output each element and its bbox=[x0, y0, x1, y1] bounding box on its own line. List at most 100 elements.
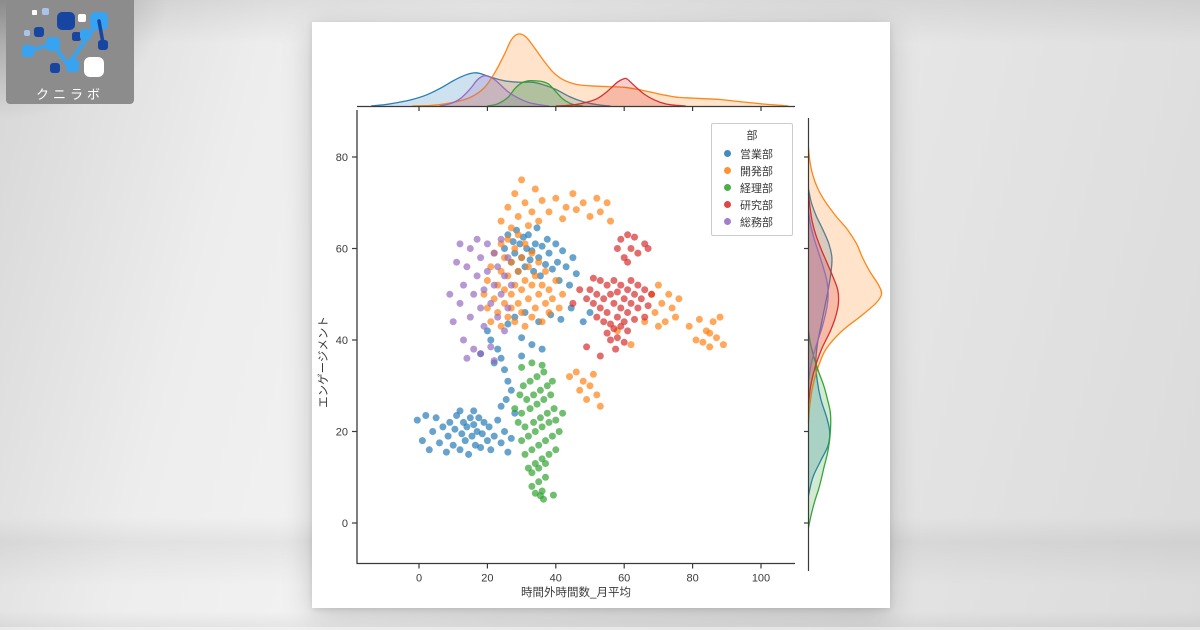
scatter-point bbox=[589, 299, 597, 307]
scatter-point bbox=[521, 240, 529, 248]
scatter-point bbox=[583, 396, 591, 403]
scatter-point bbox=[583, 343, 591, 351]
top-kde-line-4 bbox=[439, 75, 550, 107]
scatter-point bbox=[490, 357, 498, 365]
scatter-point bbox=[524, 263, 532, 271]
scatter-point bbox=[466, 414, 474, 422]
scatter-point bbox=[514, 299, 522, 307]
legend-title: 部 bbox=[746, 130, 758, 142]
scatter-point bbox=[436, 439, 443, 447]
right-kde-fill-1 bbox=[808, 147, 882, 423]
scatter-point bbox=[458, 430, 466, 438]
scatter-point bbox=[545, 208, 553, 216]
right-kde-line-1 bbox=[807, 147, 883, 423]
scatter-point bbox=[586, 382, 594, 390]
scatter-point bbox=[566, 373, 573, 381]
scatter-point bbox=[672, 313, 679, 321]
scatter-point bbox=[507, 386, 515, 394]
right-kde-line-3 bbox=[807, 193, 840, 405]
x-tick-label: 60 bbox=[618, 573, 630, 585]
scatter-point bbox=[446, 290, 454, 298]
scatter-point bbox=[600, 318, 608, 326]
scatter-point bbox=[497, 290, 505, 298]
scatter-point bbox=[528, 469, 536, 477]
scatter-point bbox=[507, 224, 515, 232]
scatter-point bbox=[634, 281, 642, 289]
scatter-point bbox=[569, 299, 577, 307]
scatter-point bbox=[519, 382, 527, 390]
scatter-point bbox=[566, 281, 573, 289]
scatter-point bbox=[538, 345, 546, 353]
scatter-point bbox=[507, 281, 515, 289]
scatter-point bbox=[603, 309, 611, 316]
scatter-point bbox=[526, 405, 534, 413]
x-tick-label: 80 bbox=[686, 573, 698, 585]
scatter-point bbox=[607, 217, 614, 225]
logo-icon bbox=[22, 8, 108, 77]
scatter-point bbox=[576, 286, 584, 294]
scatter-point bbox=[624, 231, 632, 239]
scatter-point bbox=[617, 235, 625, 243]
scatter-point bbox=[487, 318, 495, 326]
scatter-point bbox=[540, 495, 547, 503]
scatter-point bbox=[473, 235, 481, 243]
scatter-point bbox=[538, 318, 546, 326]
scatter-point bbox=[542, 261, 549, 268]
scatter-point bbox=[569, 190, 577, 198]
scatter-point bbox=[586, 286, 594, 294]
scatter-point bbox=[603, 281, 611, 289]
scatter-point bbox=[521, 199, 529, 207]
right-kde-fill-2 bbox=[808, 330, 831, 528]
scatter-point bbox=[521, 322, 529, 330]
scatter-point bbox=[494, 313, 502, 321]
scatter-point bbox=[542, 437, 549, 445]
scatter-point bbox=[593, 290, 601, 298]
scatter-point bbox=[466, 313, 474, 321]
scatter-point bbox=[535, 478, 543, 486]
scatter-point bbox=[613, 313, 621, 321]
scatter-point bbox=[518, 286, 526, 294]
scatter-point bbox=[463, 263, 471, 271]
scatter-point bbox=[538, 281, 546, 289]
scatter-series-2 bbox=[511, 359, 567, 503]
scatter-point bbox=[507, 434, 515, 442]
right-kde-fill-4 bbox=[808, 211, 829, 382]
scatter-point bbox=[675, 295, 683, 303]
scatter-point bbox=[468, 432, 476, 440]
scatter-point bbox=[528, 281, 536, 289]
scatter-point bbox=[422, 412, 430, 419]
scatter-point bbox=[583, 295, 591, 303]
scatter-point bbox=[706, 329, 714, 337]
scatter-point bbox=[641, 313, 649, 321]
scatter-point bbox=[465, 450, 473, 458]
scatter-series-1 bbox=[480, 176, 727, 410]
scatter-point bbox=[610, 299, 618, 307]
scatter-point bbox=[579, 377, 587, 385]
x-tick-label: 0 bbox=[416, 573, 422, 585]
scatter-point bbox=[497, 354, 505, 362]
scatter-point bbox=[494, 416, 502, 424]
scatter-point bbox=[624, 309, 632, 316]
scatter-point bbox=[586, 309, 594, 316]
y-axis-label: エンゲージメント bbox=[317, 316, 330, 408]
scatter-point bbox=[620, 295, 628, 303]
scatter-point bbox=[480, 418, 488, 426]
scatter-point bbox=[545, 450, 553, 458]
logo-text: クニラボ bbox=[35, 87, 104, 102]
scatter-point bbox=[470, 421, 478, 429]
scatter-point bbox=[545, 286, 553, 294]
scatter-point bbox=[610, 277, 618, 284]
scatter-point bbox=[487, 336, 495, 344]
scatter-point bbox=[516, 240, 524, 248]
legend-item-2: 経理部 bbox=[712, 179, 792, 196]
scatter-point bbox=[620, 338, 628, 346]
scatter-point bbox=[524, 432, 532, 440]
scatter-point bbox=[477, 444, 485, 451]
axes: 0 20 40 60 80 100 0 20 40 60 80 時間外時間数_月平均 エンゲージメント bbox=[317, 105, 810, 599]
scatter-point bbox=[607, 290, 614, 298]
y-tick-label: 0 bbox=[342, 518, 348, 530]
scatter-point bbox=[501, 428, 508, 435]
scatter-point bbox=[542, 267, 549, 275]
scatter-point bbox=[490, 432, 498, 440]
